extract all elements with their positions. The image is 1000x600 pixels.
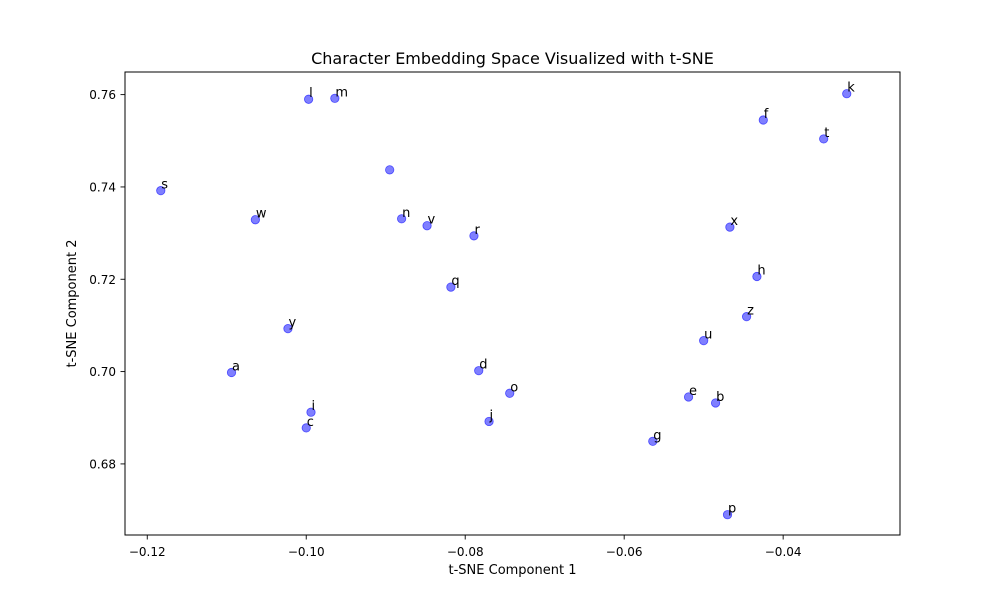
point-label: v <box>428 213 436 228</box>
data-point <box>474 366 484 376</box>
point-label: y <box>288 316 296 331</box>
point-label: x <box>730 214 738 229</box>
data-point <box>710 398 721 408</box>
data-point <box>741 312 752 322</box>
point-label: m <box>335 85 348 100</box>
point-label: t <box>824 126 829 141</box>
point-label: b <box>716 390 724 405</box>
x-axis-label: t-SNE Component 1 <box>449 563 577 578</box>
x-tick-label: −0.10 <box>288 545 325 559</box>
plot-area-frame <box>124 71 901 536</box>
x-tick-label: −0.12 <box>129 545 166 559</box>
data-point <box>725 222 735 232</box>
data-point <box>330 93 340 103</box>
point-label: j <box>489 408 494 423</box>
x-axis-ticks: −0.12 −0.10 −0.08 −0.06 −0.04 <box>129 535 802 559</box>
point-label: w <box>256 207 267 222</box>
point-label: k <box>847 81 855 96</box>
point-label: f <box>764 107 769 122</box>
y-tick-label: 0.68 <box>89 457 116 471</box>
data-point <box>304 94 314 104</box>
point-labels-layer: s w a y l m ic n v r q d o j g e b u p x h z f t k <box>161 81 855 517</box>
data-point <box>819 134 829 144</box>
y-tick-label: 0.72 <box>89 273 116 287</box>
data-point <box>446 282 456 292</box>
data-point <box>250 215 260 225</box>
x-tick-label: −0.06 <box>606 545 643 559</box>
point-label: g <box>653 428 661 443</box>
data-point <box>397 214 407 224</box>
point-label: z <box>747 304 754 319</box>
data-point <box>758 115 768 125</box>
data-point <box>683 392 694 402</box>
data-point <box>283 324 293 334</box>
y-tick-label: 0.70 <box>89 365 116 379</box>
data-point <box>648 436 658 446</box>
data-point <box>484 416 494 427</box>
point-label: q <box>451 274 459 289</box>
data-point <box>752 271 762 282</box>
y-axis-label: t-SNE Component 2 <box>65 240 80 368</box>
data-point <box>505 388 515 398</box>
point-label: r <box>474 223 480 238</box>
x-tick-label: −0.08 <box>447 545 484 559</box>
y-tick-label: 0.74 <box>89 180 116 194</box>
point-label: i <box>312 399 316 414</box>
point-label: l <box>309 86 313 101</box>
data-point <box>722 510 733 520</box>
point-label: a <box>232 360 240 375</box>
x-tick-label: −0.04 <box>765 545 802 559</box>
data-point <box>306 407 316 417</box>
data-point <box>699 336 709 346</box>
data-point <box>422 221 432 231</box>
data-point <box>469 231 479 241</box>
y-tick-label: 0.76 <box>89 88 116 102</box>
point-label: d <box>479 358 487 373</box>
point-label: u <box>704 328 712 343</box>
data-point <box>156 186 166 196</box>
point-label: s <box>161 178 168 193</box>
y-axis-ticks: 0.68 0.70 0.72 0.74 0.76 <box>89 88 125 471</box>
data-point <box>385 165 395 175</box>
points-layer <box>156 89 852 520</box>
point-label: e <box>689 384 697 399</box>
point-label: n <box>402 206 410 221</box>
point-label: c <box>307 415 314 430</box>
point-label: p <box>728 502 736 517</box>
chart-title: Character Embedding Space Visualized wit… <box>311 49 714 68</box>
data-point <box>301 423 311 433</box>
point-label: h <box>757 264 765 279</box>
point-label: o <box>510 380 518 395</box>
data-point <box>226 367 237 378</box>
data-point <box>842 89 852 99</box>
